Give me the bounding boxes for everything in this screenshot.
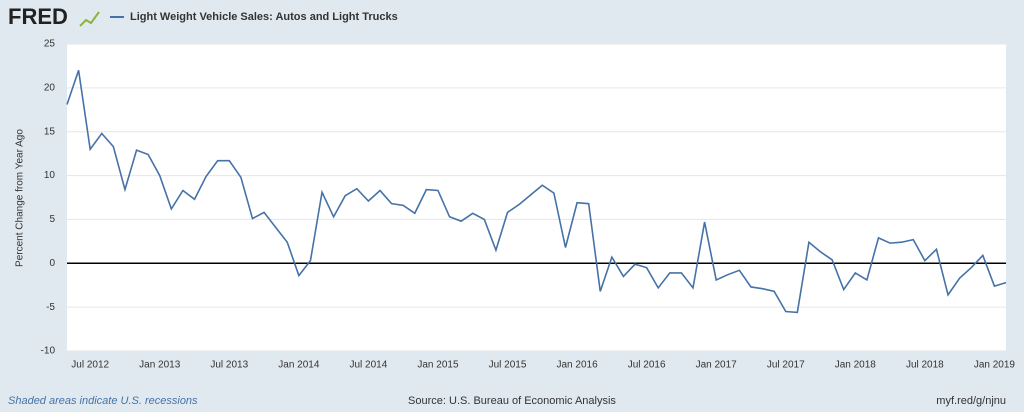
y-axis-label: Percent Change from Year Ago [15, 129, 26, 267]
x-tick-label: Jul 2018 [906, 360, 944, 371]
x-tick-label: Jan 2019 [974, 360, 1016, 371]
footer-source: Source: U.S. Bureau of Economic Analysis [408, 395, 616, 407]
plot-area [67, 44, 1006, 351]
x-tick-label: Jan 2013 [139, 360, 181, 371]
x-tick-label: Jul 2013 [210, 360, 248, 371]
x-tick-label: Jan 2014 [278, 360, 320, 371]
x-tick-label: Jul 2012 [71, 360, 109, 371]
x-tick-label: Jul 2014 [350, 360, 388, 371]
y-tick-label: -5 [46, 302, 55, 313]
x-tick-label: Jul 2016 [628, 360, 666, 371]
brand-logo: FRED [8, 4, 68, 29]
y-tick-label: 0 [49, 258, 55, 269]
x-tick-label: Jul 2017 [767, 360, 805, 371]
y-tick-label: -10 [41, 346, 56, 357]
y-tick-label: 5 [49, 214, 55, 225]
y-tick-label: 10 [44, 170, 56, 181]
logo-icon [79, 11, 100, 27]
x-tick-label: Jan 2017 [696, 360, 738, 371]
footer-link: myf.red/g/njnu [936, 395, 1006, 407]
y-tick-label: 25 [44, 39, 56, 50]
x-tick-label: Jul 2015 [489, 360, 527, 371]
legend-label: Light Weight Vehicle Sales: Autos and Li… [130, 11, 398, 23]
data-line [66, 70, 1007, 314]
x-tick-label: Jan 2016 [556, 360, 598, 371]
x-tick-label: Jan 2015 [417, 360, 459, 371]
x-tick-label: Jan 2018 [835, 360, 877, 371]
y-tick-label: 20 [44, 82, 56, 93]
footer-note: Shaded areas indicate U.S. recessions [8, 395, 198, 407]
y-tick-label: 15 [44, 126, 56, 137]
